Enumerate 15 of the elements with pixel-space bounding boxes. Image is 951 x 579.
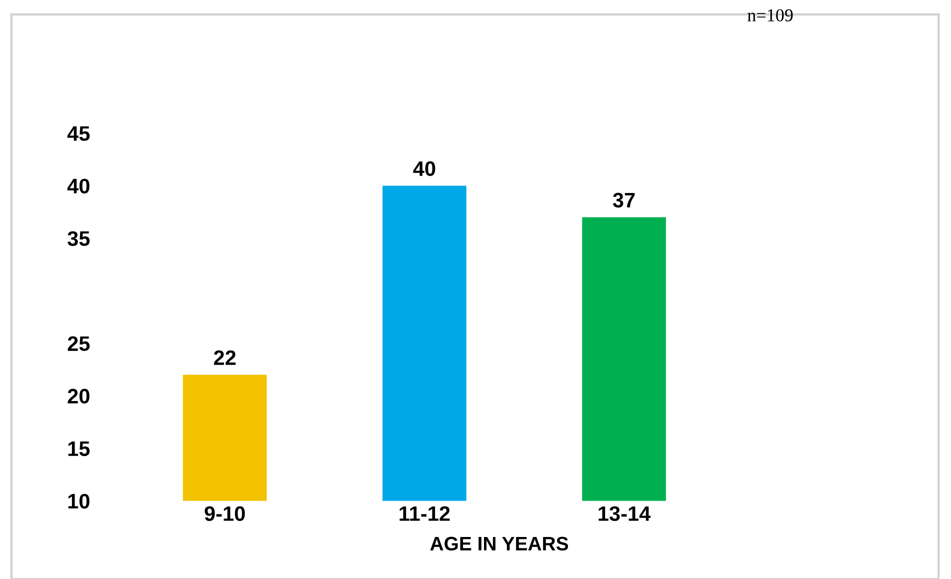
x-tick-label: 13-14: [598, 506, 651, 522]
data-label: 37: [612, 192, 635, 208]
data-label: 40: [413, 161, 436, 176]
y-tick-label: 40: [67, 178, 90, 194]
y-tick-label: 10: [68, 494, 90, 509]
y-tick-label: 35: [68, 231, 90, 246]
x-axis-title: AGE IN YEARS: [430, 536, 568, 551]
y-tick-label: 25: [68, 336, 90, 352]
y-tick-label: 20: [68, 388, 90, 404]
data-label: 22: [214, 350, 236, 365]
y-tick-label: 45: [67, 126, 90, 141]
y-tick-label: 15: [68, 442, 90, 456]
text: n=109: [748, 9, 793, 22]
x-tick-label: 11-12: [400, 506, 450, 521]
x-tick-label: 9-10: [204, 506, 245, 521]
